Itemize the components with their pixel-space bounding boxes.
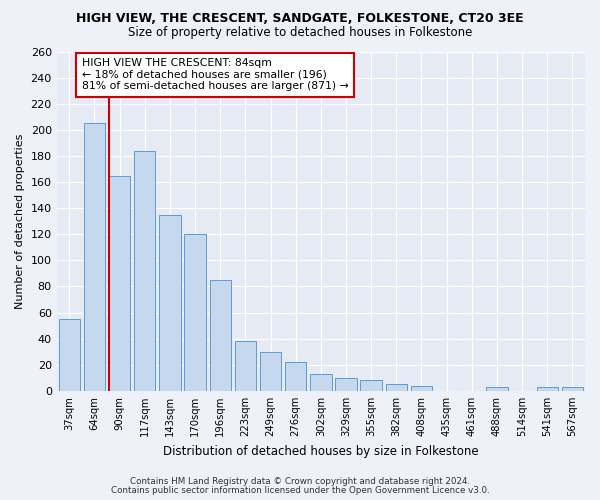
Bar <box>109 176 130 391</box>
Bar <box>184 234 206 391</box>
Text: Contains HM Land Registry data © Crown copyright and database right 2024.: Contains HM Land Registry data © Crown c… <box>130 477 470 486</box>
Bar <box>59 319 80 391</box>
Bar <box>486 387 508 391</box>
Bar <box>235 342 256 391</box>
Bar <box>361 380 382 391</box>
Bar <box>84 124 105 391</box>
Bar <box>310 374 332 391</box>
Bar <box>536 387 558 391</box>
Text: Contains public sector information licensed under the Open Government Licence v3: Contains public sector information licen… <box>110 486 490 495</box>
Bar <box>134 150 155 391</box>
Bar <box>335 378 356 391</box>
Y-axis label: Number of detached properties: Number of detached properties <box>15 134 25 309</box>
Text: HIGH VIEW, THE CRESCENT, SANDGATE, FOLKESTONE, CT20 3EE: HIGH VIEW, THE CRESCENT, SANDGATE, FOLKE… <box>76 12 524 26</box>
Bar <box>411 386 432 391</box>
X-axis label: Distribution of detached houses by size in Folkestone: Distribution of detached houses by size … <box>163 444 479 458</box>
Bar <box>386 384 407 391</box>
Bar <box>562 387 583 391</box>
Bar <box>260 352 281 391</box>
Bar <box>285 362 307 391</box>
Text: Size of property relative to detached houses in Folkestone: Size of property relative to detached ho… <box>128 26 472 39</box>
Text: HIGH VIEW THE CRESCENT: 84sqm
← 18% of detached houses are smaller (196)
81% of : HIGH VIEW THE CRESCENT: 84sqm ← 18% of d… <box>82 58 349 91</box>
Bar <box>209 280 231 391</box>
Bar <box>159 214 181 391</box>
